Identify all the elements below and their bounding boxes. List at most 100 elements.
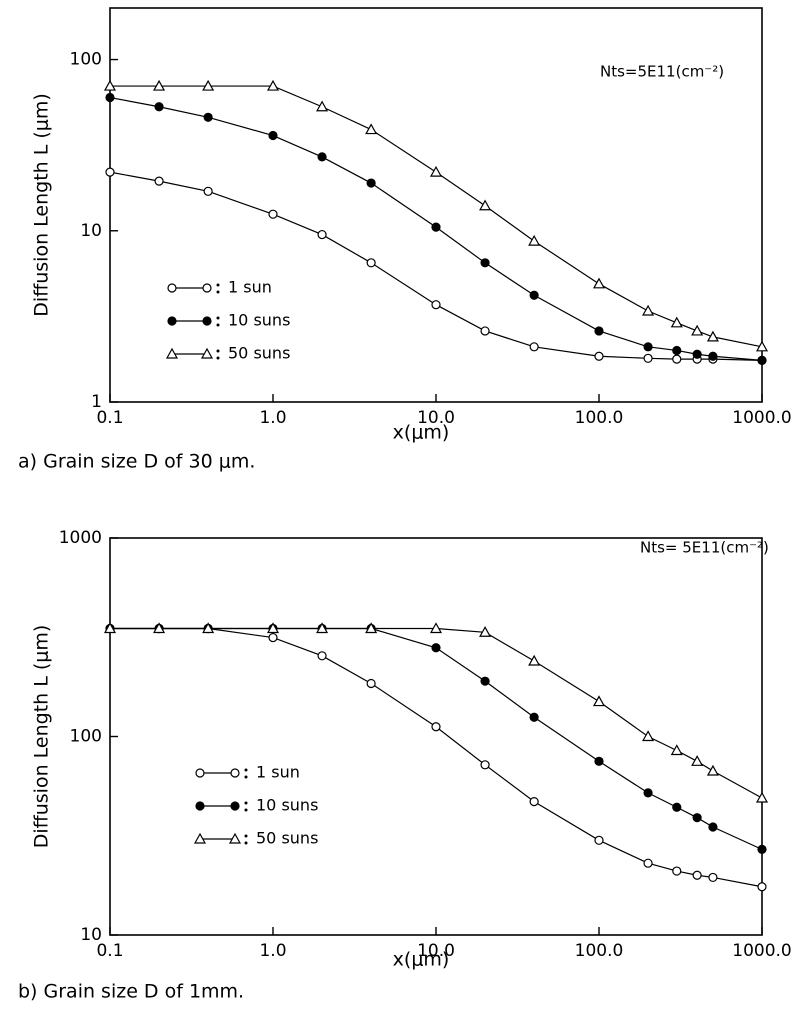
- marker: [316, 100, 329, 112]
- marker: [317, 152, 327, 162]
- marker: [643, 353, 653, 363]
- legend-colon: [244, 801, 248, 805]
- marker: [594, 756, 604, 766]
- marker: [266, 622, 280, 634]
- marker: [365, 123, 378, 135]
- marker: [755, 791, 769, 803]
- x-tick-label: 10.0: [417, 408, 455, 428]
- legend-label: 10 suns: [228, 311, 290, 330]
- marker: [672, 354, 682, 364]
- legend-label: 50 suns: [256, 829, 318, 848]
- legend-marker: [202, 316, 212, 326]
- marker: [154, 102, 164, 112]
- marker: [429, 622, 443, 634]
- marker: [480, 676, 490, 686]
- marker: [691, 755, 704, 766]
- legend-colon: [216, 290, 220, 294]
- legend-marker: [167, 316, 177, 326]
- marker: [670, 316, 683, 328]
- marker: [706, 330, 719, 342]
- legend-colon: [216, 349, 220, 353]
- legend-colon: [216, 316, 220, 320]
- y-tick-label: 100: [70, 727, 102, 747]
- y-tick-label: 1: [91, 392, 102, 412]
- legend-label: 50 suns: [228, 344, 290, 363]
- marker: [105, 92, 115, 103]
- marker: [672, 802, 682, 812]
- legend-marker: [202, 283, 212, 293]
- marker: [268, 209, 278, 219]
- series-line: [109, 171, 763, 361]
- x-tick-label: 1.0: [259, 408, 286, 428]
- y-tick-label: 10: [80, 221, 102, 241]
- series-line: [110, 627, 763, 850]
- marker: [202, 79, 215, 91]
- marker: [692, 349, 702, 359]
- marker: [268, 632, 278, 643]
- marker: [708, 351, 718, 361]
- marker: [103, 79, 117, 91]
- marker: [365, 622, 378, 634]
- legend-marker: [200, 347, 214, 359]
- legend-colon: [244, 768, 248, 772]
- marker: [203, 112, 213, 122]
- marker: [153, 79, 166, 91]
- legend-marker: [228, 832, 242, 844]
- x-axis-label: x(μm): [393, 949, 450, 971]
- marker: [592, 277, 606, 289]
- marker: [105, 167, 115, 177]
- legend-colon: [244, 808, 248, 812]
- marker: [642, 730, 655, 742]
- marker: [594, 351, 604, 361]
- legend-marker: [230, 768, 240, 778]
- marker: [154, 176, 164, 186]
- legend-marker: [165, 347, 179, 359]
- caption: a) Grain size D of 30 μm.: [18, 451, 255, 473]
- marker: [317, 229, 327, 240]
- plot-frame: [109, 537, 763, 936]
- marker: [692, 813, 702, 823]
- marker: [266, 79, 280, 91]
- marker: [529, 712, 539, 722]
- marker: [643, 342, 653, 352]
- marker: [692, 870, 702, 880]
- legend-colon: [244, 841, 248, 845]
- y-axis-label: Diffusion Length L (μm): [31, 625, 53, 849]
- marker: [708, 872, 718, 883]
- y-tick-label: 1000: [59, 528, 102, 548]
- legend-marker: [195, 768, 205, 778]
- legend-colon: [244, 834, 248, 838]
- marker: [153, 622, 166, 634]
- marker: [480, 258, 490, 268]
- marker: [431, 300, 441, 310]
- marker: [366, 678, 376, 689]
- legend-marker: [195, 801, 205, 811]
- marker: [268, 130, 278, 141]
- legend-marker: [230, 801, 240, 811]
- marker: [479, 199, 492, 211]
- y-tick-label: 10: [80, 925, 102, 945]
- marker: [672, 345, 682, 356]
- x-tick-label: 0.1: [96, 408, 123, 428]
- marker: [757, 882, 767, 892]
- marker: [316, 622, 329, 634]
- x-tick-label: 1000.0: [732, 408, 791, 428]
- x-tick-label: 10.0: [417, 941, 455, 961]
- marker: [642, 304, 655, 316]
- legend-marker: [193, 832, 207, 844]
- marker: [202, 622, 215, 634]
- marker: [103, 622, 117, 634]
- marker: [479, 626, 492, 637]
- marker: [706, 764, 719, 776]
- annotation: Nts= 5E11(cm⁻²): [640, 539, 769, 557]
- marker: [480, 326, 490, 336]
- x-tick-label: 1.0: [259, 941, 286, 961]
- marker: [757, 844, 767, 854]
- marker: [431, 222, 441, 232]
- marker: [643, 788, 653, 798]
- x-axis-label: x(μm): [393, 422, 450, 444]
- legend-label: 1 sun: [256, 763, 300, 782]
- legend-label: 10 suns: [256, 796, 318, 815]
- marker: [529, 796, 539, 807]
- marker: [592, 695, 606, 707]
